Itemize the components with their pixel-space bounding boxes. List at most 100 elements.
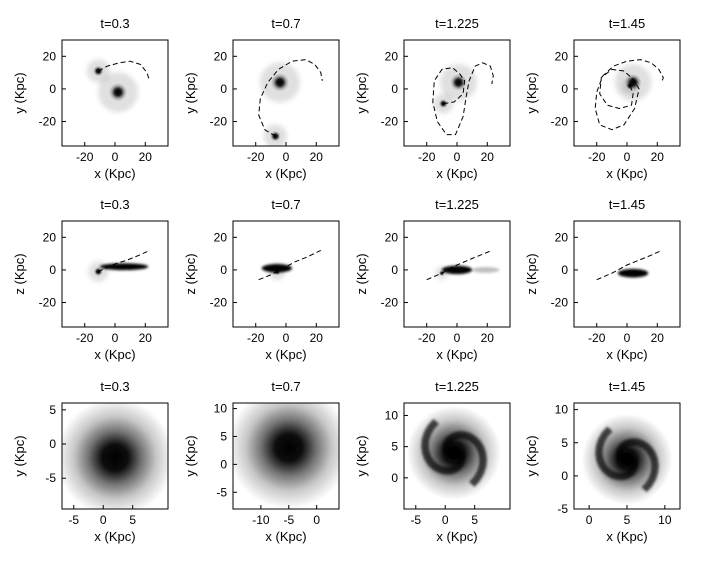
y-tick-label: 20 bbox=[385, 230, 399, 244]
y-tick-label: -5 bbox=[557, 502, 568, 516]
panel-title: t=0.7 bbox=[271, 16, 300, 31]
x-tick-label: 20 bbox=[310, 150, 324, 164]
y-tick-label: 0 bbox=[220, 263, 227, 277]
y-tick-label: 0 bbox=[391, 263, 398, 277]
x-tick-label: 0 bbox=[442, 513, 449, 527]
spiral-arm bbox=[421, 418, 466, 475]
y-tick-label: 5 bbox=[561, 436, 568, 450]
panel-12: 0 5 10 10 5 0 -5 t=1.45 x (Kpc) y (Kpc) bbox=[524, 379, 681, 544]
y-tick-label: 0 bbox=[220, 457, 227, 471]
plot-area bbox=[594, 59, 664, 131]
y-axis-label: z (Kpc) bbox=[354, 253, 369, 294]
x-tick-label: 5 bbox=[129, 513, 136, 527]
y-tick-label: -20 bbox=[551, 115, 569, 129]
panel-9: -5 0 5 5 0 -5 t=0.3 x (Kpc) y (Kpc) bbox=[12, 379, 169, 544]
plot-area bbox=[406, 405, 502, 500]
x-axis-label: x (Kpc) bbox=[265, 166, 306, 181]
x-tick-label: -20 bbox=[247, 150, 265, 164]
panel-title: t=1.45 bbox=[609, 197, 646, 212]
y-tick-label: 20 bbox=[385, 49, 399, 63]
x-tick-label: -20 bbox=[247, 331, 265, 345]
plot-frame bbox=[403, 402, 511, 510]
y-tick-label: 5 bbox=[49, 403, 56, 417]
y-tick-label: 0 bbox=[561, 82, 568, 96]
x-tick-label: 20 bbox=[139, 331, 153, 345]
y-tick-label: -20 bbox=[551, 296, 569, 310]
y-tick-label: -20 bbox=[210, 115, 228, 129]
y-axis-label: y (Kpc) bbox=[524, 72, 539, 113]
panel-2: -20 0 20 20 0 -20 t=0.7 x (Kpc) y (Kpc) bbox=[183, 16, 340, 181]
panel-title: t=0.7 bbox=[271, 379, 300, 394]
galaxy-density bbox=[233, 403, 339, 509]
x-axis-label: x (Kpc) bbox=[265, 529, 306, 544]
blob-mark bbox=[108, 83, 128, 102]
y-axis-label: y (Kpc) bbox=[12, 72, 27, 113]
y-axis-label: z (Kpc) bbox=[524, 253, 539, 294]
y-tick-label: -20 bbox=[381, 115, 399, 129]
x-tick-label: 5 bbox=[624, 513, 631, 527]
y-tick-label: 10 bbox=[385, 408, 399, 422]
y-tick-label: -20 bbox=[39, 296, 57, 310]
orbit-line bbox=[98, 249, 151, 273]
y-tick-label: 20 bbox=[43, 230, 57, 244]
x-tick-label: 0 bbox=[624, 331, 631, 345]
y-tick-label: -20 bbox=[210, 296, 228, 310]
orbit-line bbox=[258, 249, 322, 281]
blob-mark bbox=[270, 130, 281, 142]
plot-area bbox=[426, 249, 500, 281]
x-tick-label: -20 bbox=[418, 331, 436, 345]
x-axis-label: x (Kpc) bbox=[94, 347, 135, 362]
y-tick-label: 20 bbox=[43, 49, 57, 63]
x-tick-label: -20 bbox=[588, 331, 606, 345]
galaxy-density bbox=[62, 403, 168, 509]
plot-area bbox=[62, 403, 168, 509]
x-tick-label: 20 bbox=[481, 331, 495, 345]
x-tick-label: 0 bbox=[283, 331, 290, 345]
x-tick-label: 10 bbox=[658, 513, 672, 527]
panel-1: -20 0 20 20 0 -20 t=0.3 x (Kpc) y (Kpc) bbox=[12, 16, 169, 181]
panel-11: -5 0 5 10 5 0 t=1.225 x (Kpc) y (Kpc) bbox=[354, 379, 511, 544]
x-tick-label: 0 bbox=[454, 331, 461, 345]
spiral-arm bbox=[595, 426, 638, 481]
x-tick-label: -5 bbox=[283, 513, 294, 527]
disk-mark bbox=[99, 263, 149, 271]
x-tick-label: 0 bbox=[283, 150, 290, 164]
x-axis-label: x (Kpc) bbox=[265, 347, 306, 362]
plot-frame bbox=[232, 402, 340, 510]
y-axis-label: z (Kpc) bbox=[183, 253, 198, 294]
y-tick-label: -5 bbox=[216, 485, 227, 499]
x-tick-label: -20 bbox=[76, 331, 94, 345]
x-tick-label: -20 bbox=[588, 150, 606, 164]
x-axis-label: x (Kpc) bbox=[436, 166, 477, 181]
plot-frame bbox=[61, 220, 169, 328]
y-axis-label: y (Kpc) bbox=[524, 435, 539, 476]
panel-5: -20 0 20 20 0 -20 t=0.3 x (Kpc) z (Kpc) bbox=[12, 197, 169, 362]
plot-area bbox=[86, 59, 151, 113]
x-tick-label: 0 bbox=[112, 150, 119, 164]
y-tick-label: 0 bbox=[49, 437, 56, 451]
plot-area bbox=[432, 62, 494, 136]
panel-title: t=1.45 bbox=[609, 16, 646, 31]
y-axis-label: y (Kpc) bbox=[183, 435, 198, 476]
x-tick-label: 0 bbox=[624, 150, 631, 164]
x-tick-label: 20 bbox=[310, 331, 324, 345]
blob-mark bbox=[626, 81, 634, 90]
panel-8: -20 0 20 20 0 -20 t=1.45 x (Kpc) z (Kpc) bbox=[524, 197, 681, 362]
orbit-line bbox=[98, 60, 151, 81]
x-tick-label: 0 bbox=[454, 150, 461, 164]
plot-frame bbox=[232, 220, 340, 328]
y-tick-label: 0 bbox=[561, 469, 568, 483]
y-tick-label: 0 bbox=[391, 82, 398, 96]
y-tick-label: -20 bbox=[381, 296, 399, 310]
y-tick-label: 0 bbox=[561, 263, 568, 277]
x-tick-label: -20 bbox=[76, 150, 94, 164]
panel-title: t=0.3 bbox=[100, 379, 129, 394]
x-axis-label: x (Kpc) bbox=[436, 529, 477, 544]
y-tick-label: 0 bbox=[49, 82, 56, 96]
panel-title: t=1.225 bbox=[435, 379, 479, 394]
x-axis-label: x (Kpc) bbox=[94, 166, 135, 181]
x-axis-label: x (Kpc) bbox=[606, 529, 647, 544]
galaxy-core bbox=[620, 452, 634, 467]
disk-mark bbox=[472, 266, 500, 273]
